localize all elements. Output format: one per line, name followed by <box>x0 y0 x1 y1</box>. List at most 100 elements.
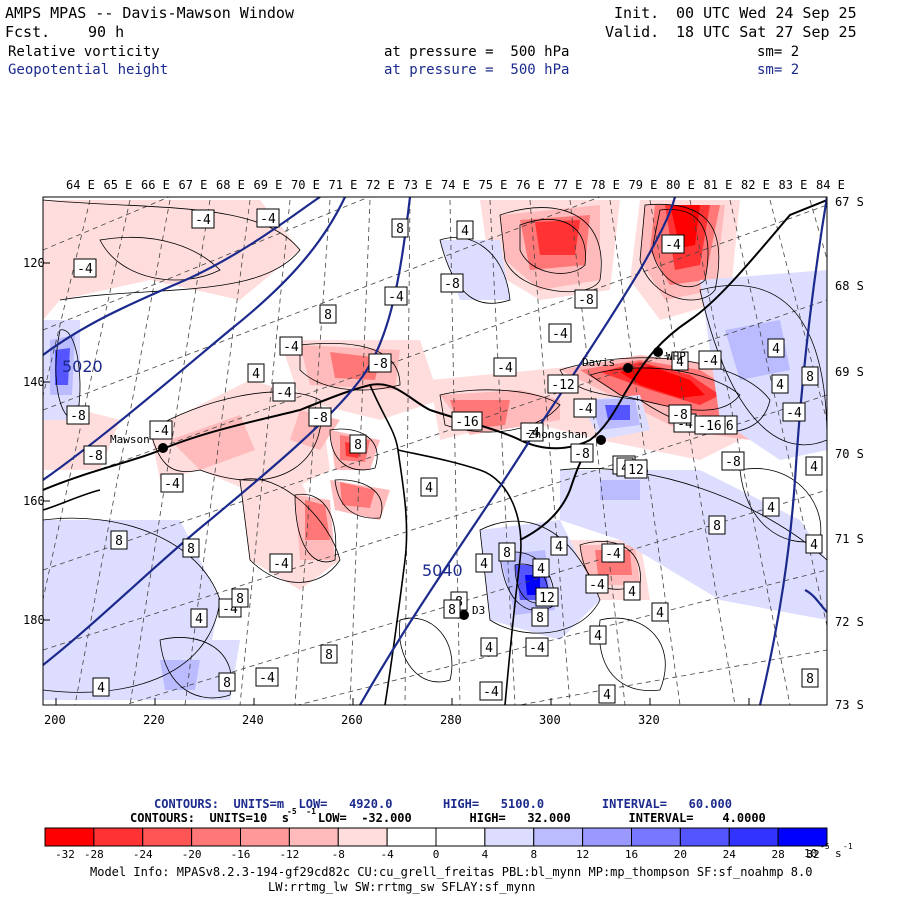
field1-level: at pressure = 500 hPa <box>384 44 570 60</box>
vorticity-label: -8 <box>725 455 741 470</box>
vorticity-label-box <box>269 553 293 573</box>
vorticity-label: -16 <box>455 415 478 430</box>
vorticity-label: -4 <box>524 426 540 441</box>
colorbar-tick-label: -16 <box>231 848 251 861</box>
colorbar-tick-label: -4 <box>381 848 395 861</box>
vorticity-label: -8 <box>578 293 594 308</box>
vorticity-label: 8 <box>187 542 195 557</box>
longitude-label: 84 E <box>816 178 845 192</box>
grid-label-320: 320 <box>638 713 660 727</box>
vorticity-label-box <box>451 411 483 431</box>
vorticity-label-box <box>589 625 607 645</box>
height-contour-info: CONTOURS: UNITS=m LOW= 4920.0 HIGH= 5100… <box>154 797 732 811</box>
colorbar-tick-label: 0 <box>433 848 440 861</box>
colorbar-units: 10 <box>804 847 818 860</box>
vorticity-label: -4 <box>605 547 621 562</box>
station-label-davis: Davis <box>582 356 615 369</box>
vorticity-label: -8 <box>70 409 86 424</box>
vorticity-label: -4 <box>77 262 93 277</box>
vorticity-label-box <box>256 208 280 228</box>
vorticity-label-box <box>623 581 641 601</box>
grid-label-200: 200 <box>44 713 66 727</box>
vorticity-label: 8 <box>354 438 362 453</box>
colorbar-tick-label: 4 <box>482 848 489 861</box>
longitude-label: 83 E <box>779 178 808 192</box>
colorbar-segment <box>44 827 95 847</box>
vorticity-label: 8 <box>325 648 333 663</box>
longitude-label: 69 E <box>254 178 283 192</box>
vorticity-label-box <box>384 286 408 306</box>
vorticity-label-box <box>721 451 745 471</box>
vorticity-label-box <box>368 353 392 373</box>
vorticity-label: 4 <box>810 538 818 553</box>
vorticity-label: -4 <box>589 578 605 593</box>
vorticity-label: -8 <box>574 447 590 462</box>
grid-label-120: 120 <box>23 256 45 270</box>
d3-station-marker <box>459 610 469 620</box>
vorticity-label-box <box>440 273 464 293</box>
vorticity-label-box <box>272 382 296 402</box>
longitude-label: 70 E <box>291 178 320 192</box>
station-markers <box>158 347 663 620</box>
latitude-label: 71 S <box>835 532 864 546</box>
longitude-label: 75 E <box>479 178 508 192</box>
vorticity-label-box <box>66 405 90 425</box>
vorticity-label: -4 <box>702 354 718 369</box>
colorbar-tick-label: 24 <box>723 848 737 861</box>
vorticity-label-box <box>349 434 367 454</box>
vorticity-label: -8 <box>672 408 688 423</box>
colorbar-segment <box>191 827 241 847</box>
vorticity-label: 8 <box>115 534 123 549</box>
field2-smooth: sm= 2 <box>757 62 800 78</box>
colorbar-segment <box>337 827 388 847</box>
latitude-label: 73 S <box>835 698 864 712</box>
valid-time: 18 UTC Sat 27 Sep 25 <box>676 23 857 41</box>
vorticity-label: -4 <box>665 238 681 253</box>
field1-name: Relative vorticity <box>8 44 160 60</box>
longitude-label: 65 E <box>104 178 133 192</box>
colorbar-tick-label: 20 <box>674 848 687 861</box>
vorticity-label: 4 <box>555 540 563 555</box>
model-physics: LW:rrtmg_lw SW:rrtmg_sw SFLAY:sf_mynn <box>268 880 536 894</box>
vorticity-label-box <box>456 220 474 240</box>
colorbar-units-exponent: -5 <box>820 842 830 851</box>
vorticity-contour-info: CONTOURS: UNITS=10 s LOW= -32.000 HIGH= … <box>130 811 766 825</box>
vorticity-label-box <box>661 234 685 254</box>
forecast-hours: 90 h <box>88 23 125 41</box>
vorticity-label: 8 <box>806 672 814 687</box>
colorbar-segment <box>240 827 290 847</box>
vorticity-label-box <box>550 536 568 556</box>
vorticity-label-box <box>535 587 559 607</box>
grid-label-280: 280 <box>440 713 462 727</box>
vorticity-label: -4 <box>577 402 593 417</box>
vorticity-label: 8 <box>324 308 332 323</box>
vorticity-label: -4 <box>273 557 289 572</box>
vorticity-label-box <box>708 515 726 535</box>
colorbar-segment <box>631 827 681 847</box>
vorticity-label-box <box>391 218 409 238</box>
vorticity-label-box <box>698 350 722 370</box>
vorticity-label: 8 <box>806 370 814 385</box>
vorticity-label-box <box>547 374 579 394</box>
mawson-station-marker <box>158 443 168 453</box>
vorticity-label-box <box>548 323 572 343</box>
vorticity-label-box <box>671 351 689 371</box>
colorbar-tick-label: -20 <box>182 848 202 861</box>
vorticity-label: 4 <box>776 378 784 393</box>
vorticity-label: 4 <box>195 612 203 627</box>
vorticity-label: -12 <box>551 378 574 393</box>
latitude-label: 69 S <box>835 365 864 379</box>
vorticity-label-box <box>585 574 609 594</box>
vorticity-label: 4 <box>485 641 493 656</box>
vorticity-label: -8 <box>444 277 460 292</box>
latitude-label: 72 S <box>835 615 864 629</box>
vorticity-label: 12 <box>539 591 555 606</box>
top-longitude-labels: 64 E 65 E 66 E 67 E 68 E 69 E 70 E 71 E 72 E 73 E… <box>66 178 845 192</box>
colorbar-segment <box>386 827 437 847</box>
vorticity-label-box <box>598 684 616 704</box>
forecast-label: Fcst. <box>5 23 51 41</box>
colorbar-segment <box>582 827 632 847</box>
vorticity-label-box <box>73 258 97 278</box>
vorticity-label-box <box>805 456 823 476</box>
grid-label-240: 240 <box>242 713 264 727</box>
